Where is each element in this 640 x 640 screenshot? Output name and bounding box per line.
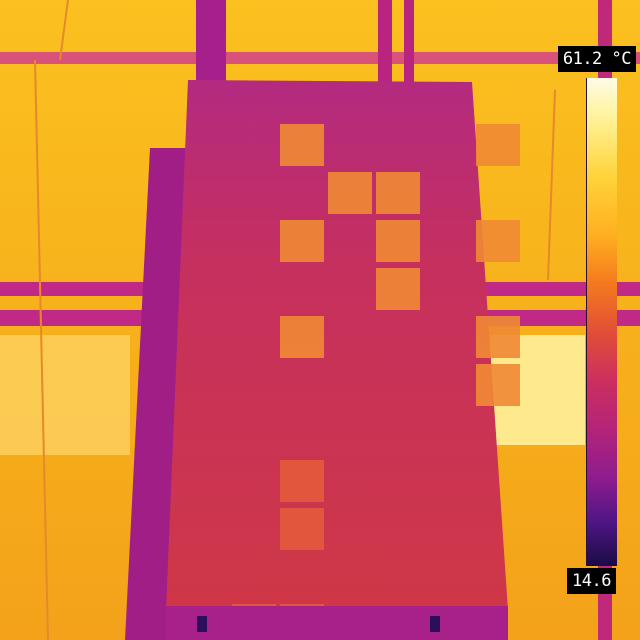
hot-cell	[280, 316, 324, 358]
hot-cell	[280, 508, 324, 550]
frame-post	[404, 0, 414, 90]
panel-seam	[34, 59, 49, 640]
mount-foot	[197, 616, 207, 632]
mount-foot	[430, 616, 440, 632]
temperature-scale-bar	[586, 78, 617, 566]
solar-panel	[166, 80, 508, 610]
hot-cell	[280, 220, 324, 262]
hot-cell	[376, 220, 420, 262]
panel-seam	[547, 89, 556, 281]
hot-cell	[476, 316, 520, 358]
min-temperature-label: 14.6	[567, 568, 616, 594]
hot-cell	[476, 220, 520, 262]
hot-cell	[476, 364, 520, 406]
hot-cell	[280, 124, 324, 166]
hot-cell	[328, 172, 372, 214]
background-hotspot	[0, 335, 130, 455]
hot-cell	[376, 172, 420, 214]
panel-bottom-edge	[166, 606, 508, 640]
hot-cell	[476, 124, 520, 166]
hot-cell	[376, 268, 420, 310]
frame-post	[196, 0, 226, 90]
hot-cell	[280, 460, 324, 502]
panel-seam	[59, 0, 69, 61]
frame-post	[378, 0, 392, 90]
frame-rail	[0, 52, 640, 64]
max-temperature-label: 61.2 °C	[557, 46, 636, 72]
